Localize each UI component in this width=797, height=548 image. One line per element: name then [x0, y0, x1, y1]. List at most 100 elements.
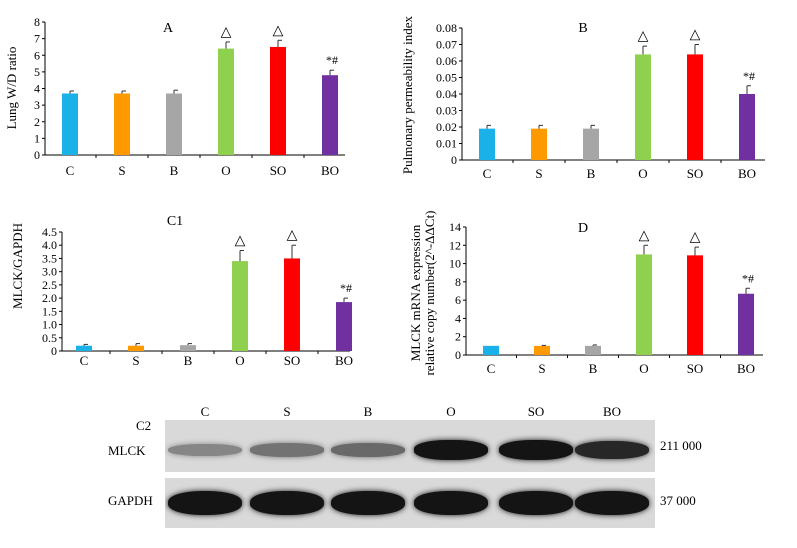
- blot-row-label-gapdh: GAPDH: [108, 493, 153, 508]
- y-tick-label: 0.5: [42, 331, 57, 345]
- blot-band: [250, 443, 324, 457]
- bar-s: [534, 345, 550, 355]
- significance-marker: *#: [743, 69, 755, 83]
- y-tick-label: 0.03: [436, 104, 457, 118]
- bar-o: [218, 48, 234, 155]
- blot-row-label-mlck: MLCK: [108, 443, 146, 458]
- blot-size-mlck: 211 000: [660, 438, 702, 453]
- significance-marker: △: [690, 230, 701, 245]
- blot-band: [331, 491, 405, 515]
- y-tick-label: 0.07: [436, 38, 457, 52]
- y-tick-label: 4.0: [42, 238, 57, 252]
- y-axis-label: Pulmonary permeability index: [400, 15, 415, 174]
- bar-b: [180, 345, 196, 351]
- y-axis-label: MLCK/GAPDH: [10, 223, 25, 309]
- y-tick-label: 1.5: [42, 304, 57, 318]
- x-category-label: B: [170, 163, 179, 178]
- blot-strip-mlck: [165, 420, 655, 472]
- x-category-label: BO: [737, 361, 755, 376]
- bar-bo: [739, 94, 755, 160]
- y-tick-label: 6: [455, 293, 461, 307]
- x-category-label: SO: [284, 353, 301, 368]
- x-category-label: S: [535, 166, 542, 181]
- significance-marker: *#: [326, 53, 338, 67]
- x-category-label: C: [483, 166, 492, 181]
- y-axis-label: relative copy number(2^-ΔΔCt): [422, 210, 437, 375]
- x-category-label: C: [487, 361, 496, 376]
- blot-band: [414, 491, 488, 515]
- x-category-label: SO: [687, 361, 704, 376]
- y-tick-label: 2: [455, 330, 461, 344]
- y-tick-label: 6: [34, 48, 40, 62]
- blot-lane-label: SO: [527, 404, 545, 419]
- blot-band: [168, 491, 242, 515]
- y-tick-label: 0: [451, 153, 457, 167]
- x-category-label: S: [118, 163, 125, 178]
- x-category-label: B: [587, 166, 596, 181]
- bar-b: [583, 128, 599, 160]
- y-tick-label: 3.0: [42, 265, 57, 279]
- blot-lane-label: BO: [602, 404, 622, 419]
- y-tick-label: 1.0: [42, 318, 57, 332]
- blot-lane-label: O: [446, 404, 456, 419]
- y-tick-label: 0.06: [436, 54, 457, 68]
- significance-marker: △: [287, 228, 298, 243]
- y-tick-label: 0.02: [436, 120, 457, 134]
- y-tick-label: 2: [34, 115, 40, 129]
- bar-s: [128, 345, 144, 351]
- y-tick-label: 5: [34, 65, 40, 79]
- x-category-label: O: [639, 361, 648, 376]
- panel-title: C1: [167, 214, 183, 229]
- significance-marker: △: [638, 29, 649, 44]
- blot-band: [575, 440, 649, 460]
- y-tick-label: 3: [34, 98, 40, 112]
- y-tick-label: 4.5: [42, 225, 57, 239]
- blot-band: [414, 440, 488, 460]
- blot-lane-label: B: [363, 404, 373, 419]
- bar-c: [76, 345, 92, 351]
- blot-strip-gapdh: [165, 478, 655, 528]
- bar-s: [531, 128, 547, 160]
- blot-lane-label: C: [200, 404, 210, 419]
- bar-c: [483, 345, 499, 355]
- bar-bo: [322, 75, 338, 155]
- bar-bo: [336, 302, 352, 351]
- y-tick-label: 4: [455, 311, 461, 325]
- x-category-label: S: [132, 353, 139, 368]
- y-tick-label: 8: [455, 275, 461, 289]
- significance-marker: △: [273, 23, 284, 38]
- bar-o: [232, 261, 248, 351]
- bar-o: [635, 54, 651, 160]
- x-category-label: BO: [738, 166, 756, 181]
- x-category-label: C: [80, 353, 89, 368]
- significance-marker: *#: [742, 271, 754, 285]
- y-tick-label: 2.5: [42, 278, 57, 292]
- blot-band: [331, 443, 405, 457]
- panel-title: D: [578, 221, 588, 236]
- significance-marker: △: [221, 25, 232, 40]
- y-tick-label: 4: [34, 82, 40, 96]
- y-tick-label: 8: [34, 15, 40, 29]
- significance-marker: *#: [340, 281, 352, 295]
- panel-title: B: [578, 21, 587, 36]
- y-tick-label: 3.5: [42, 251, 57, 265]
- y-tick-label: 0: [34, 148, 40, 162]
- y-axis-label: MLCK mRNA expression: [408, 224, 423, 361]
- bar-s: [114, 93, 130, 155]
- bar-so: [687, 54, 703, 160]
- y-tick-label: 0.08: [436, 21, 457, 35]
- bar-so: [284, 258, 300, 351]
- y-tick-label: 10: [449, 257, 461, 271]
- bar-c: [479, 128, 495, 160]
- x-category-label: BO: [321, 163, 339, 178]
- blot-band: [575, 491, 649, 515]
- y-tick-label: 7: [34, 32, 40, 46]
- y-tick-label: 2.0: [42, 291, 57, 305]
- blot-band: [499, 440, 573, 460]
- x-category-label: O: [221, 163, 230, 178]
- x-category-label: O: [235, 353, 244, 368]
- x-category-label: BO: [335, 353, 353, 368]
- y-tick-label: 0.04: [436, 87, 457, 101]
